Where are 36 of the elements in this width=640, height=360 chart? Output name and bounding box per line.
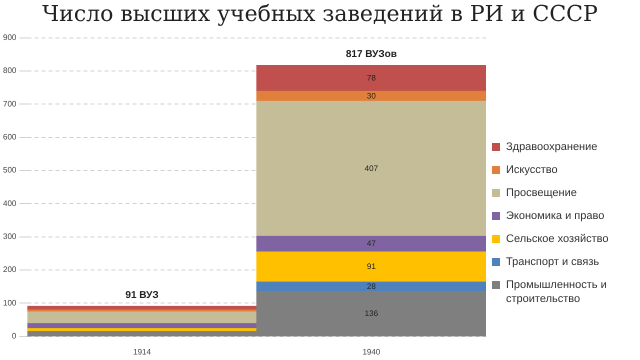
y-tick-label: 600	[2, 132, 17, 142]
bar	[27, 312, 258, 324]
legend-label: Здравоохранение	[506, 140, 598, 154]
legend-label: Экономика и право	[506, 209, 604, 223]
chart-title: Число высших учебных заведений в РИ и СССР	[41, 2, 599, 27]
y-tick-label: 900	[2, 33, 17, 42]
y-tick-label: 100	[2, 298, 17, 308]
x-tick-label: 1940	[362, 347, 381, 356]
bar	[256, 100, 486, 237]
y-tick-label: 700	[2, 99, 17, 108]
data-label: 47	[366, 239, 376, 248]
bar	[256, 236, 486, 252]
y-tick-label: 800	[2, 66, 17, 76]
y-tick-label: 200	[2, 265, 17, 274]
data-label: 136	[364, 308, 379, 318]
bar	[256, 251, 486, 282]
legend-label: Промышленность и строительство	[506, 278, 608, 306]
legend-label: Искусство	[506, 163, 558, 177]
y-tick-label: 300	[2, 232, 17, 242]
total-label: 817 ВУЗов	[346, 49, 397, 60]
x-tick-label: 1914	[133, 347, 152, 356]
total-label: 91 ВУЗ	[125, 290, 159, 301]
data-label: 28	[366, 282, 376, 291]
data-label: 91	[366, 262, 376, 272]
legend-label: Просвещение	[506, 186, 577, 200]
y-tick-label: 500	[2, 166, 17, 175]
bar	[256, 65, 486, 92]
legend-label: Сельское хозяйство	[506, 232, 608, 246]
data-label: 78	[366, 73, 376, 82]
data-label: 30	[366, 91, 376, 100]
legend-label: Транспорт и связь	[506, 255, 600, 269]
bar	[256, 90, 486, 102]
y-tick-label: 0	[12, 332, 17, 341]
data-label: 407	[364, 164, 379, 173]
bar	[256, 282, 486, 292]
y-tick-label: 400	[2, 198, 17, 208]
